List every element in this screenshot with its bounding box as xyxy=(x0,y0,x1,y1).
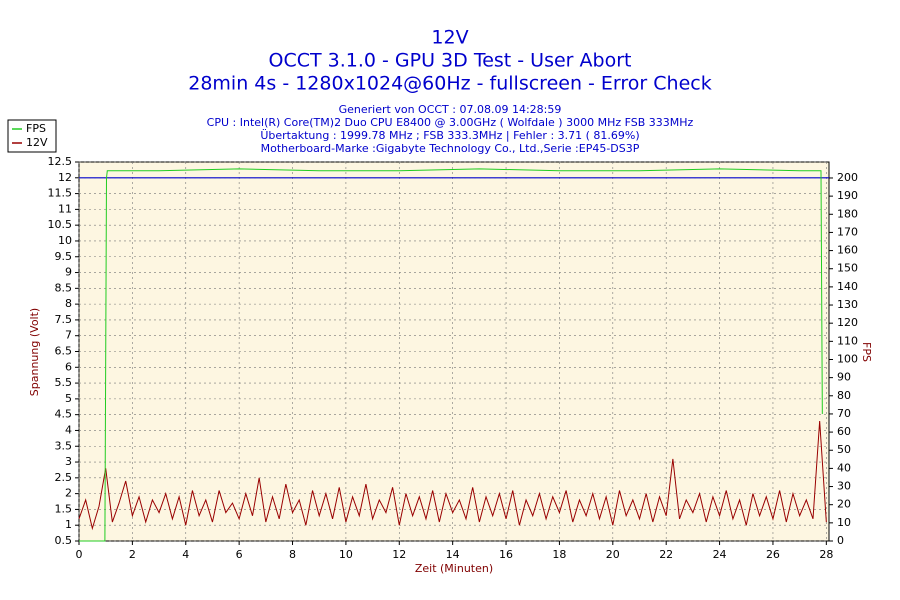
y2-tick-label: 140 xyxy=(837,280,858,293)
y2-tick-label: 0 xyxy=(837,534,844,547)
legend-label: FPS xyxy=(26,122,46,135)
y2-tick-label: 160 xyxy=(837,244,858,257)
y2-tick-label: 120 xyxy=(837,316,858,329)
subtitle: Übertaktung : 1999.78 MHz ; FSB 333.3MHz… xyxy=(260,129,639,142)
chart-title: OCCT 3.1.0 - GPU 3D Test - User Abort xyxy=(269,50,632,72)
y-tick-label: 11 xyxy=(58,202,72,215)
y-tick-label: 3.5 xyxy=(55,439,73,452)
x-tick-label: 8 xyxy=(289,548,296,561)
y-tick-label: 10 xyxy=(58,234,72,247)
y2-tick-label: 150 xyxy=(837,262,858,275)
y2-tick-label: 90 xyxy=(837,371,851,384)
y-tick-label: 2.5 xyxy=(55,471,73,484)
y-tick-label: 6.5 xyxy=(55,345,73,358)
x-tick-label: 4 xyxy=(182,548,189,561)
chart-title: 28min 4s - 1280x1024@60Hz - fullscreen -… xyxy=(188,73,711,95)
y2-tick-label: 40 xyxy=(837,461,851,474)
y2-axis-title: FPS xyxy=(860,342,873,362)
y2-tick-label: 60 xyxy=(837,425,851,438)
legend-label: 12V xyxy=(26,136,48,149)
y2-tick-label: 20 xyxy=(837,498,851,511)
y-tick-label: 7.5 xyxy=(55,313,73,326)
x-tick-label: 14 xyxy=(446,548,460,561)
x-axis-title: Zeit (Minuten) xyxy=(415,562,493,575)
y-tick-label: 11.5 xyxy=(48,187,73,200)
y2-tick-label: 10 xyxy=(837,516,851,529)
y2-tick-label: 190 xyxy=(837,189,858,202)
y2-tick-label: 180 xyxy=(837,207,858,220)
x-tick-label: 26 xyxy=(766,548,780,561)
y-tick-label: 6 xyxy=(65,360,72,373)
x-tick-label: 18 xyxy=(552,548,566,561)
y-tick-label: 4 xyxy=(65,423,72,436)
y2-tick-label: 170 xyxy=(837,225,858,238)
x-tick-label: 10 xyxy=(339,548,353,561)
x-tick-label: 24 xyxy=(713,548,727,561)
x-tick-label: 2 xyxy=(129,548,136,561)
y2-tick-label: 50 xyxy=(837,443,851,456)
y-tick-label: 12 xyxy=(58,171,72,184)
y-tick-label: 10.5 xyxy=(48,218,73,231)
x-tick-label: 16 xyxy=(499,548,513,561)
y2-tick-label: 200 xyxy=(837,171,858,184)
y-tick-label: 2 xyxy=(65,487,72,500)
data-line xyxy=(79,168,823,542)
y-tick-label: 5.5 xyxy=(55,376,73,389)
y2-tick-label: 100 xyxy=(837,352,858,365)
y-tick-label: 9.5 xyxy=(55,250,73,263)
y-tick-label: 1 xyxy=(65,518,72,531)
y2-tick-label: 80 xyxy=(837,389,851,402)
y-tick-label: 12.5 xyxy=(48,155,73,168)
chart-title: 12V xyxy=(431,27,468,49)
y-tick-label: 9 xyxy=(65,266,72,279)
subtitle: CPU : Intel(R) Core(TM)2 Duo CPU E8400 @… xyxy=(207,116,694,129)
x-tick-label: 12 xyxy=(392,548,406,561)
y2-tick-label: 70 xyxy=(837,407,851,420)
y2-tick-label: 130 xyxy=(837,298,858,311)
y2-tick-label: 110 xyxy=(837,334,858,347)
y-tick-label: 7 xyxy=(65,329,72,342)
x-tick-label: 28 xyxy=(819,548,833,561)
y2-tick-label: 30 xyxy=(837,480,851,493)
subtitle: Motherboard-Marke :Gigabyte Technology C… xyxy=(261,142,640,155)
x-tick-label: 0 xyxy=(76,548,83,561)
data-line xyxy=(78,420,827,531)
x-tick-label: 22 xyxy=(659,548,673,561)
x-tick-label: 20 xyxy=(606,548,620,561)
y-tick-label: 1.5 xyxy=(55,502,73,515)
legend-box xyxy=(7,119,57,153)
y-axis-title: Spannung (Volt) xyxy=(28,308,41,396)
y-tick-label: 8 xyxy=(65,297,72,310)
y-tick-label: 4.5 xyxy=(55,408,73,421)
y-tick-label: 0.5 xyxy=(55,534,73,547)
y-tick-label: 5 xyxy=(65,392,72,405)
x-tick-label: 6 xyxy=(236,548,243,561)
y-tick-label: 3 xyxy=(65,455,72,468)
y-tick-label: 8.5 xyxy=(55,281,73,294)
subtitle: Generiert von OCCT : 07.08.09 14:28:59 xyxy=(339,103,562,116)
